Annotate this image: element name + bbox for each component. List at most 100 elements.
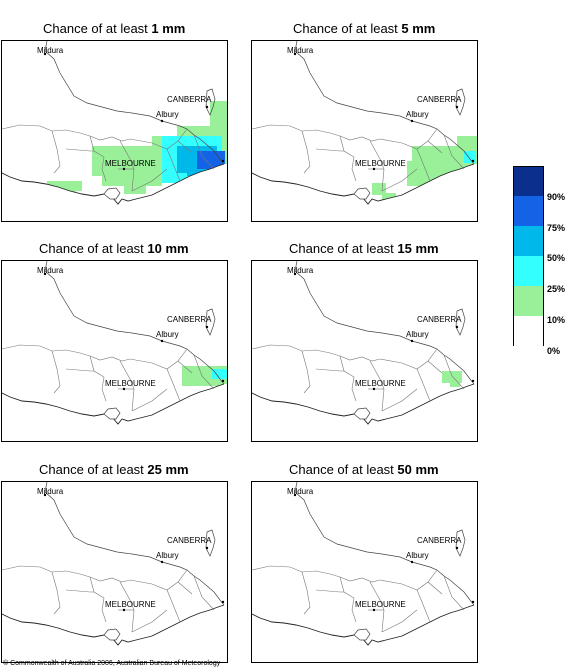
city-marker — [372, 387, 376, 391]
rainfall-probability-area — [102, 166, 162, 186]
victoria-map-svg — [252, 261, 477, 441]
legend-swatch-0 — [513, 316, 544, 346]
probability-legend: 90% 75% 50% 25% 10% 0% — [513, 166, 565, 356]
legend-swatch-90 — [513, 166, 544, 196]
city-marker — [410, 119, 414, 123]
state-border — [294, 41, 475, 165]
melbourne-label: MELBOURNE — [105, 600, 156, 609]
district-boundary — [51, 350, 61, 394]
district-boundary — [89, 576, 131, 583]
district-boundary — [131, 168, 168, 192]
district-boundary — [381, 168, 418, 192]
rainfall-probability-area — [464, 151, 476, 163]
legend-tick-75: 75% — [547, 223, 566, 233]
rainfall-probability-area — [382, 193, 396, 201]
legend-tick-0: 0% — [547, 346, 561, 356]
city-marker — [221, 600, 225, 604]
district-boundary — [51, 571, 61, 615]
district-boundary — [2, 124, 91, 137]
city-marker — [43, 272, 47, 276]
albury-label: Albury — [406, 110, 429, 119]
district-boundary — [193, 354, 215, 390]
district-boundary — [177, 581, 193, 595]
district-boundary — [339, 355, 381, 362]
map-panel-1mm: Mildura CANBERRA Albury MELBOURNE — [1, 40, 228, 222]
district-boundary — [166, 368, 181, 402]
district-boundary — [166, 148, 181, 182]
district-boundary — [315, 148, 344, 152]
city-marker — [221, 159, 225, 163]
coastline — [252, 163, 475, 205]
district-boundary — [339, 576, 357, 623]
district-boundary — [51, 130, 61, 174]
district-boundary — [119, 140, 135, 192]
mildura-label: Mildura — [287, 46, 314, 55]
district-boundary — [381, 609, 418, 633]
district-boundary — [252, 565, 341, 578]
city-marker — [160, 119, 164, 123]
victoria-map-svg — [2, 482, 227, 662]
district-boundary — [89, 576, 107, 623]
district-boundary — [193, 134, 215, 170]
coastline — [2, 163, 225, 205]
district-boundary — [2, 565, 91, 578]
melbourne-label: MELBOURNE — [355, 600, 406, 609]
canberra-label: CANBERRA — [167, 536, 212, 545]
district-boundary — [301, 350, 311, 394]
district-boundary — [129, 569, 188, 591]
legend-swatch-25 — [513, 256, 544, 286]
mildura-label: Mildura — [37, 487, 64, 496]
mildura-label: Mildura — [37, 266, 64, 275]
district-boundary — [315, 368, 344, 372]
panel-title-1mm: Chance of at least 1 mm — [43, 21, 186, 36]
port-phillip-bay — [353, 407, 371, 420]
city-marker — [160, 560, 164, 564]
city-marker — [122, 608, 126, 612]
district-boundary — [65, 148, 94, 152]
district-boundary — [166, 589, 181, 623]
albury-label: Albury — [156, 330, 179, 339]
district-boundary — [89, 355, 107, 402]
district-boundary — [65, 368, 94, 372]
legend-tick-50: 50% — [547, 253, 566, 263]
city-marker — [122, 387, 126, 391]
city-marker — [221, 379, 225, 383]
port-phillip-bay — [103, 628, 121, 641]
city-marker — [205, 105, 209, 109]
district-boundary — [2, 344, 91, 357]
legend-swatch-50 — [513, 226, 544, 256]
state-border — [44, 482, 225, 606]
district-boundary — [177, 360, 193, 374]
district-boundary — [252, 344, 341, 357]
rainfall-probability-area — [47, 181, 82, 191]
melbourne-label: MELBOURNE — [105, 379, 156, 388]
sea-area — [2, 164, 227, 221]
district-boundary — [427, 360, 443, 374]
district-boundary — [129, 348, 188, 370]
district-boundary — [379, 348, 438, 370]
city-marker — [410, 339, 414, 343]
sea-area — [252, 384, 477, 441]
city-marker — [205, 325, 209, 329]
victoria-map-svg — [2, 41, 227, 221]
district-boundary — [443, 134, 465, 170]
coastline — [252, 604, 475, 646]
city-marker — [471, 600, 475, 604]
port-phillip-bay — [103, 407, 121, 420]
district-boundary — [369, 360, 385, 412]
district-boundary — [131, 388, 168, 412]
district-boundary — [119, 581, 135, 633]
district-boundary — [301, 130, 311, 174]
melbourne-label: MELBOURNE — [355, 159, 406, 168]
sea-area — [252, 164, 477, 221]
panel-title-5mm: Chance of at least 5 mm — [293, 21, 436, 36]
melbourne-label: MELBOURNE — [105, 159, 156, 168]
city-marker — [293, 493, 297, 497]
district-boundary — [89, 135, 107, 182]
district-boundary — [119, 360, 135, 412]
state-border — [44, 261, 225, 385]
rainfall-probability-area — [372, 183, 386, 195]
district-boundary — [443, 354, 465, 390]
city-marker — [372, 608, 376, 612]
district-boundary — [416, 148, 431, 182]
